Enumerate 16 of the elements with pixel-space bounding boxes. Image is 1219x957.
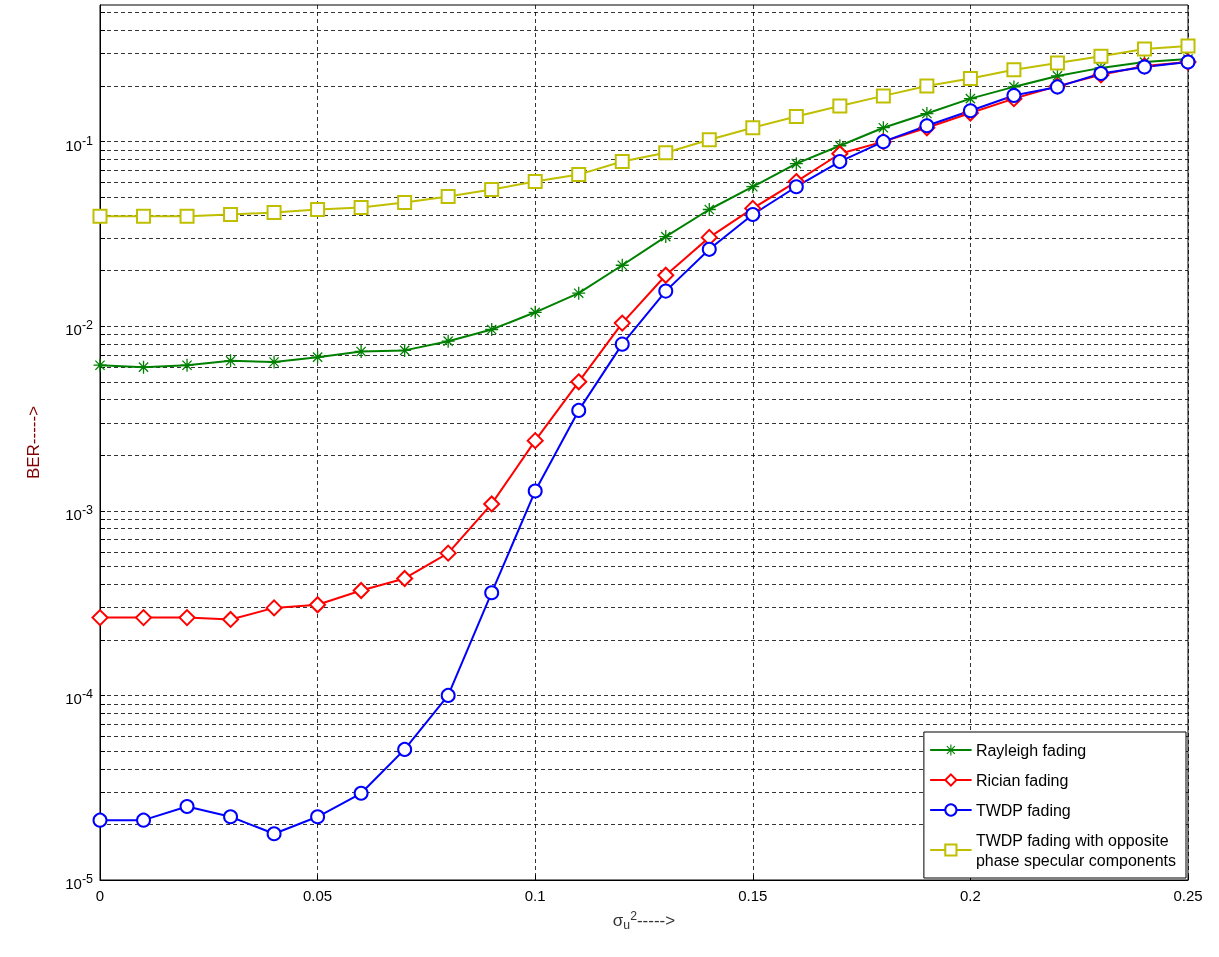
x-tick-label: 0.05 bbox=[303, 887, 333, 904]
legend-label: TWDP fading with opposite phase specular components bbox=[975, 831, 1176, 869]
y-tick-label: 10$^{-4}$ bbox=[65, 686, 93, 709]
y-tick-label: 10$^{-3}$ bbox=[65, 501, 93, 524]
y-tick-label: 10$^{-5}$ bbox=[65, 871, 93, 893]
legend-label: Rayleigh fading bbox=[975, 741, 1087, 759]
x-tick-label: 0.15 bbox=[738, 887, 768, 904]
x-tick-label: 0.2 bbox=[959, 887, 981, 904]
y-tick-label: 10$^{-1}$ bbox=[65, 132, 93, 155]
y-tick-label: 10$^{-2}$ bbox=[65, 317, 93, 340]
x-tick-label: 0.1 bbox=[524, 887, 546, 904]
x-tick-label: 0 bbox=[95, 887, 105, 904]
y-axis-title: BER-----> bbox=[24, 405, 43, 480]
legend-label: Rician fading bbox=[975, 771, 1069, 789]
legend-label: TWDP fading bbox=[975, 801, 1071, 819]
x-tick-label: 0.25 bbox=[1173, 887, 1203, 904]
